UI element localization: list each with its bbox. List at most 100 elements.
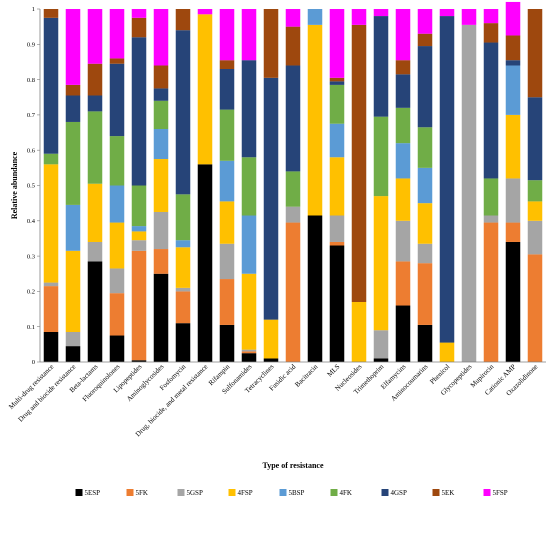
bar-segment-5bsp [505, 65, 521, 115]
bar-segment-5gsp [131, 240, 147, 251]
y-ticks-layer: 0 0.1 0.2 0.3 0.4 0.5 0.6 0.7 0.8 0.9 1 [27, 6, 40, 366]
bar-segment-5fsp [439, 9, 455, 17]
bar-segment-5fsp [87, 9, 103, 64]
bar-segment-4fsp [373, 196, 389, 331]
bar-segment-4fk [527, 180, 543, 202]
legend-swatch-4gsp [381, 489, 389, 496]
bar-segment-5fk [527, 254, 543, 362]
bar-segment-5gsp [43, 282, 59, 287]
bar-segment-5fk [131, 250, 147, 361]
bar-segment-5ek [329, 77, 345, 82]
bar-segment-4gsp [329, 81, 345, 85]
bar-segment-5fk [285, 222, 301, 362]
bar-segment-4fsp [527, 201, 543, 221]
bar-segment-5bsp [153, 129, 169, 160]
bar-segment-5esp [373, 358, 389, 362]
y-tick-label: 0.3 [27, 253, 35, 260]
legend-swatch-5fk [126, 489, 134, 496]
bar-segment-5ek [87, 63, 103, 96]
bar-segment-5ek [263, 9, 279, 78]
bar-segment-5ek [417, 33, 433, 47]
bar-segment-4fk [241, 157, 257, 216]
legend: 5ESP 5FK 5GSP 4FSP 5BSP 4FK 4GSP 5EK 5FSP [75, 489, 508, 497]
bar-segment-4fsp [307, 24, 323, 216]
bar-segment-4fk [395, 107, 411, 144]
bar-segment-5gsp [483, 215, 499, 223]
y-tick-label: 0.2 [27, 289, 35, 296]
bar-segment-5esp [241, 353, 257, 362]
bar-segment-4fsp [65, 250, 81, 332]
bar-segment-5bsp [395, 143, 411, 179]
bar-segment-4fsp [131, 231, 147, 241]
bar-segment-5esp [131, 360, 147, 362]
bar-segment-5bsp [307, 9, 323, 25]
bar-segment-5esp [87, 261, 103, 362]
legend-label-5esp: 5ESP [85, 489, 101, 497]
bar-segment-5fk [483, 222, 499, 362]
legend-label-4fk: 4FK [340, 489, 352, 497]
bar-segment-5gsp [175, 287, 191, 292]
y-tick-label: 0.4 [27, 218, 36, 225]
bar-segment-4gsp [285, 65, 301, 172]
bar-segment-4fsp [241, 273, 257, 350]
bar-segment-4fsp [417, 203, 433, 244]
bar-segment-5bsp [329, 123, 345, 158]
bar-segment-5fsp [241, 9, 257, 61]
bar-segment-5gsp [219, 243, 235, 280]
y-tick-label: 0.1 [27, 324, 35, 331]
bar-segment-5bsp [219, 160, 235, 202]
legend-label-5bsp: 5BSP [289, 489, 305, 497]
bar-segment-5fsp [65, 9, 81, 85]
bar-segment-4gsp [109, 63, 125, 137]
x-axis-label: Type of resistance [262, 461, 323, 470]
bar-segment-5ek [175, 9, 191, 31]
bar-segment-5fk [417, 263, 433, 325]
bar-segment-5fsp [109, 9, 125, 59]
bar-segment-4gsp [241, 60, 257, 158]
bar-segment-5ek [219, 60, 235, 70]
bar-segment-5gsp [505, 178, 521, 223]
legend-label-5ek: 5EK [442, 489, 455, 497]
bar-segment-5gsp [395, 220, 411, 262]
bar-segment-5fsp [505, 1, 521, 36]
bar-segment-5ek [43, 9, 59, 18]
bar-segment-5fk [153, 249, 169, 274]
legend-swatch-5bsp [279, 489, 287, 496]
bar-segment-5bsp [109, 185, 125, 223]
bar-segment-4gsp [439, 16, 455, 343]
y-tick-label: 1 [32, 6, 35, 13]
bar-segment-5ek [65, 84, 81, 96]
bar-segment-4gsp [483, 42, 499, 179]
bar-segment-5gsp [109, 268, 125, 294]
y-tick-label: 0.9 [27, 42, 35, 49]
legend-swatch-5esp [75, 489, 83, 496]
bar-segment-5bsp [65, 204, 81, 251]
bar-segment-4gsp [395, 74, 411, 108]
bar-segment-5gsp [329, 215, 345, 242]
bar-segment-5ek [483, 23, 499, 43]
bar-segment-5fk [109, 293, 125, 336]
bar-segment-4gsp [219, 69, 235, 110]
bar-segment-4fk [219, 109, 235, 161]
bar-segment-5fsp [197, 9, 213, 15]
bar-segment-5bsp [175, 240, 191, 248]
bar-segment-5esp [43, 332, 59, 362]
legend-swatch-4fsp [228, 489, 236, 496]
x-category-label: MLS [326, 363, 342, 379]
bar-segment-5fk [395, 261, 411, 306]
bar-segment-5fsp [417, 9, 433, 34]
bar-segment-5gsp [153, 211, 169, 250]
bar-segment-5fsp [153, 9, 169, 66]
y-tick-label: 0.5 [27, 183, 35, 190]
bars-layer [43, 1, 543, 362]
bar-segment-4gsp [175, 30, 191, 195]
bar-segment-4fk [153, 100, 169, 130]
y-tick-label: 0.8 [27, 77, 35, 84]
bar-segment-5esp [65, 346, 81, 362]
bar-segment-4gsp [417, 46, 433, 128]
bar-segment-4fk [109, 136, 125, 186]
bar-segment-5fsp [285, 9, 301, 27]
